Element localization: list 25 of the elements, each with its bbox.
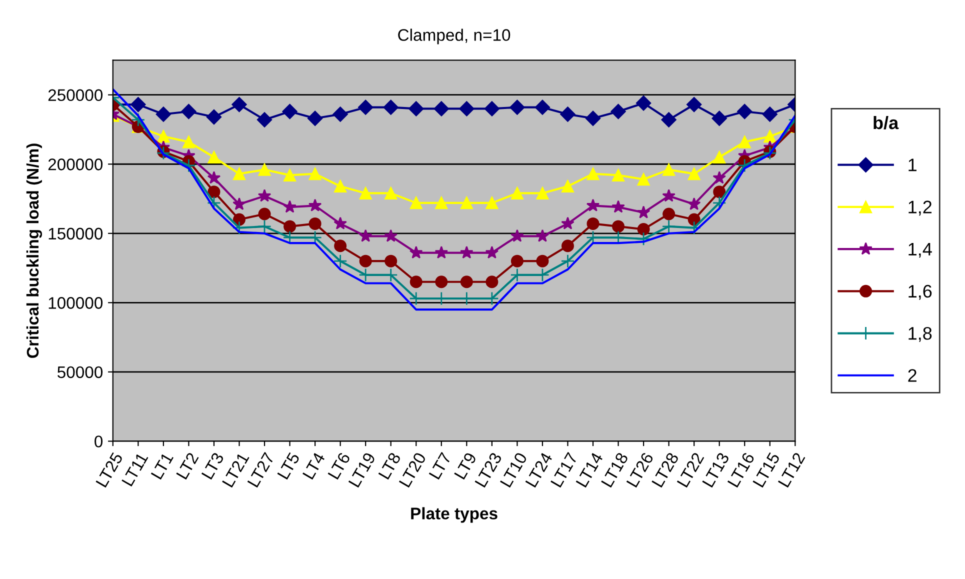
x-tick-label: LT7 (428, 452, 452, 480)
x-tick-label: LT9 (454, 452, 477, 480)
legend-label: 1,4 (908, 242, 932, 258)
x-tick-label: LT4 (302, 452, 326, 480)
legend-label: 2 (908, 369, 916, 382)
y-tick-label: 250000 (48, 89, 103, 102)
x-tick-label: LT2 (176, 452, 199, 480)
legend-label: 1,2 (908, 200, 932, 216)
y-tick-label: 0 (94, 436, 103, 448)
legend-label: 1,6 (908, 284, 932, 300)
x-tick-label: LT8 (378, 452, 402, 480)
y-tick-label: 200000 (48, 158, 103, 170)
legend-label: 1,8 (908, 326, 932, 342)
x-tick-label: LT6 (328, 452, 351, 480)
y-tick-label: 50000 (58, 366, 103, 378)
x-tick-label: LT1 (150, 452, 174, 480)
x-tick-label: LT3 (201, 452, 224, 480)
legend-label: 1 (908, 158, 916, 172)
y-tick-label: 150000 (48, 228, 103, 240)
y-axis-title: Critical buckling load (N/m) (26, 144, 42, 358)
x-tick-label: LT5 (277, 452, 300, 480)
x-axis-title: Plate types (411, 507, 498, 523)
chart-title: Clamped, n=10 (398, 28, 510, 44)
y-tick-label: 100000 (48, 297, 103, 309)
legend-title: b/a (874, 116, 899, 130)
